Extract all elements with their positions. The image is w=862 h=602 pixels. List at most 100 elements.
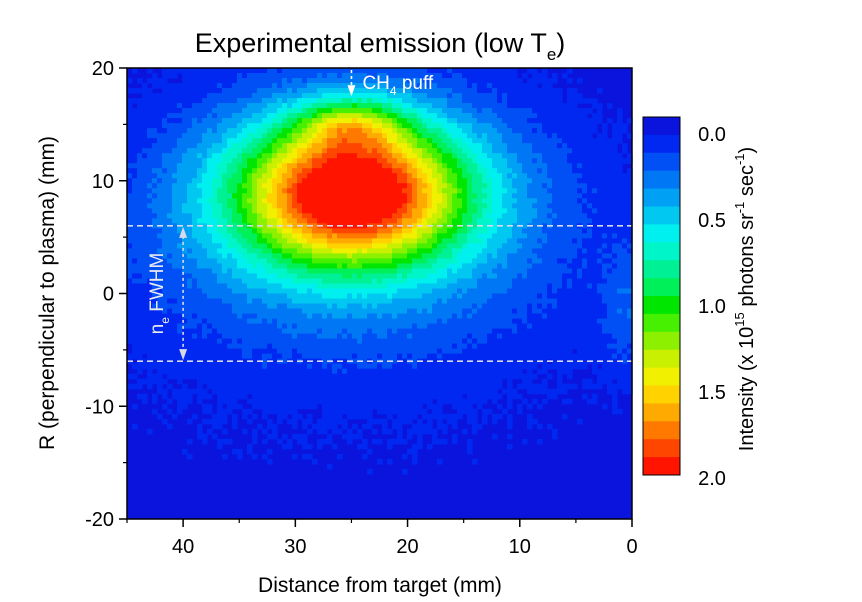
heatmap-cell	[357, 218, 363, 224]
heatmap-cell	[257, 203, 263, 209]
heatmap-cell	[187, 193, 193, 199]
heatmap-cell	[252, 123, 258, 129]
heatmap-cell	[352, 238, 358, 244]
heatmap-cell	[317, 228, 323, 234]
heatmap-cell	[502, 173, 508, 179]
heatmap-cell	[347, 108, 353, 114]
heatmap-cell	[147, 138, 153, 144]
heatmap-cell	[567, 233, 573, 239]
heatmap-cell	[307, 68, 313, 74]
heatmap-cell	[367, 288, 373, 295]
heatmap-cell	[567, 88, 573, 94]
heatmap-cell	[577, 178, 583, 184]
heatmap-cell	[387, 68, 393, 74]
heatmap-cell	[397, 288, 403, 295]
heatmap-cell	[527, 243, 533, 249]
heatmap-cell	[262, 133, 268, 139]
heatmap-cell	[467, 303, 473, 310]
heatmap-cell	[457, 193, 463, 199]
heatmap-cell	[237, 178, 243, 184]
heatmap-cell	[387, 98, 393, 104]
heatmap-cell	[212, 103, 218, 109]
heatmap-cell	[162, 268, 168, 275]
heatmap-cell	[502, 308, 508, 315]
heatmap-cell	[517, 193, 523, 199]
heatmap-cell	[282, 78, 288, 84]
heatmap-cell	[602, 188, 608, 194]
heatmap-cell	[222, 178, 228, 184]
heatmap-cell	[407, 118, 413, 124]
heatmap-cell	[132, 268, 138, 275]
heatmap-cell	[612, 258, 618, 265]
heatmap-cell	[212, 118, 218, 124]
heatmap-cell	[402, 288, 408, 295]
heatmap-cell	[197, 108, 203, 114]
heatmap-cell	[572, 308, 578, 315]
heatmap-cell	[277, 283, 283, 290]
heatmap-cell	[277, 293, 283, 300]
heatmap-cell	[272, 278, 278, 285]
heatmap-cell	[462, 238, 468, 244]
heatmap-cell	[522, 273, 528, 280]
heatmap-cell	[582, 98, 588, 104]
heatmap-cell	[292, 218, 298, 224]
heatmap-cell	[367, 303, 373, 310]
heatmap-cell	[307, 148, 313, 154]
heatmap-cell	[452, 113, 458, 119]
heatmap-cell	[547, 293, 553, 300]
heatmap-cell	[402, 78, 408, 84]
heatmap-cell	[292, 73, 298, 79]
heatmap-cell	[602, 148, 608, 154]
heatmap-cell	[212, 283, 218, 290]
heatmap-cell	[502, 73, 508, 79]
heatmap-cell	[317, 268, 323, 275]
heatmap-cell	[602, 263, 608, 270]
heatmap-cell	[362, 268, 368, 275]
heatmap-cell	[372, 293, 378, 300]
heatmap-cell	[477, 118, 483, 124]
heatmap-cell	[407, 143, 413, 149]
heatmap-cell	[352, 163, 358, 169]
heatmap-cell	[542, 128, 548, 134]
heatmap-cell	[197, 313, 203, 320]
heatmap-cell	[557, 248, 563, 255]
heatmap-cell	[302, 193, 308, 199]
heatmap-cell	[587, 98, 593, 104]
heatmap-cell	[597, 263, 603, 270]
heatmap-cell	[617, 238, 623, 244]
heatmap-cell	[147, 173, 153, 179]
heatmap-cell	[332, 73, 338, 79]
heatmap-cell	[412, 278, 418, 285]
heatmap-cell	[357, 138, 363, 144]
heatmap-cell	[457, 313, 463, 320]
heatmap-cell	[277, 253, 283, 260]
heatmap-cell	[277, 158, 283, 164]
heatmap-cell	[177, 253, 183, 260]
heatmap-cell	[577, 233, 583, 239]
heatmap-cell	[552, 163, 558, 169]
heatmap-cell	[297, 108, 303, 114]
heatmap-cell	[222, 113, 228, 119]
heatmap-cell	[342, 133, 348, 139]
heatmap-cell	[532, 228, 538, 234]
heatmap-cell	[372, 113, 378, 119]
heatmap-cell	[252, 203, 258, 209]
heatmap-cell	[267, 103, 273, 109]
heatmap-cell	[282, 198, 288, 204]
heatmap-cell	[312, 188, 318, 194]
heatmap-cell	[152, 188, 158, 194]
heatmap-cell	[297, 308, 303, 315]
heatmap-cell	[502, 273, 508, 280]
heatmap-cell	[537, 188, 543, 194]
heatmap-cell	[617, 168, 623, 174]
heatmap-cell	[432, 188, 438, 194]
heatmap-cell	[512, 173, 518, 179]
heatmap-cell	[317, 308, 323, 315]
heatmap-cell	[517, 233, 523, 239]
heatmap-cell	[147, 153, 153, 159]
heatmap-cell	[237, 98, 243, 104]
heatmap-cell	[207, 123, 213, 129]
heatmap-cell	[212, 153, 218, 159]
heatmap-cell	[222, 198, 228, 204]
heatmap-cell	[627, 303, 633, 310]
